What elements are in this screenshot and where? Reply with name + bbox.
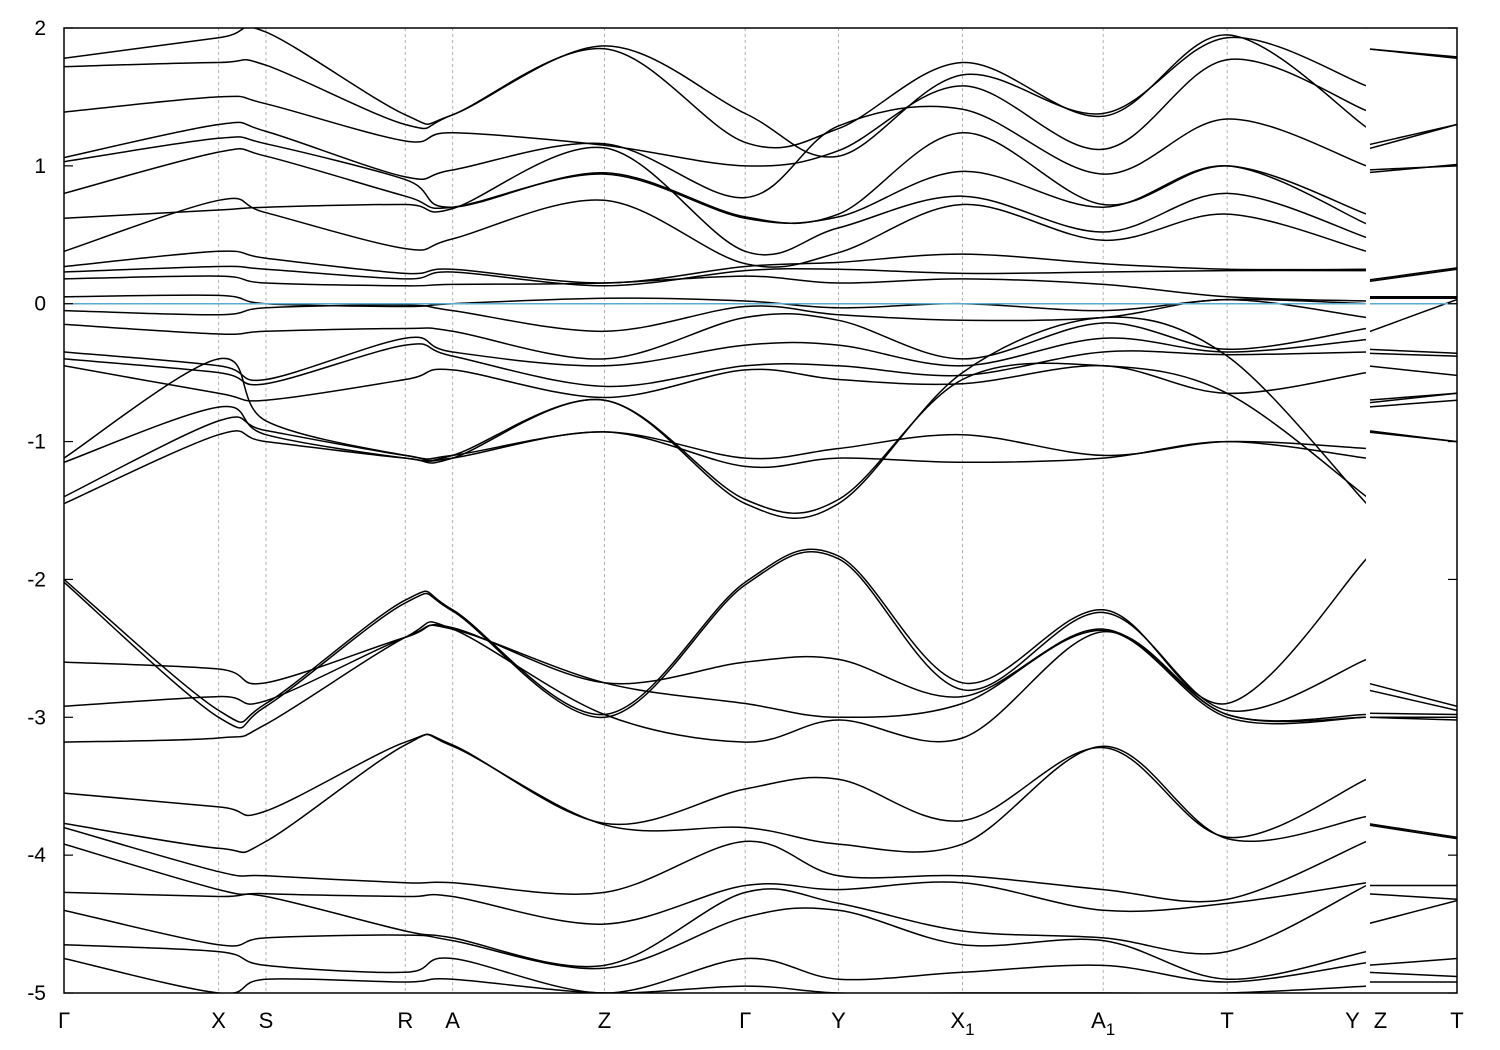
path-break-gap [1365, 29, 1370, 992]
band-line-15-segment2 [1366, 352, 1457, 357]
kpoint-label: A1 [1091, 1008, 1115, 1039]
band-line-28 [64, 733, 1367, 854]
band-line-8 [64, 197, 1367, 268]
band-line-23 [64, 550, 1367, 729]
band-line-13 [64, 298, 1367, 333]
band-line-10-segment2 [1366, 268, 1457, 283]
band-line-28-segment2 [1366, 824, 1457, 840]
kpoint-label: S [259, 1008, 274, 1033]
band-line-22-segment2 [1366, 682, 1457, 708]
kpoint-label: X1 [950, 1008, 974, 1039]
band-line-31 [64, 884, 1367, 968]
band-line-24-segment2 [1366, 712, 1457, 716]
band-line-18 [64, 357, 1367, 460]
x-axis-kpoint-labels: Γ X S R A Z Γ Y X1 A1 T Y Z T [58, 1008, 1464, 1039]
band-line-9-segment2 [1366, 267, 1457, 282]
y-tick-label: 1 [34, 155, 46, 178]
band-line-11 [64, 275, 1367, 302]
band-line-4 [64, 105, 1367, 199]
band-line-21-segment2 [1366, 392, 1457, 404]
band-line-21 [64, 316, 1368, 520]
band-line-4-segment2 [1366, 123, 1457, 146]
band-line-30-segment2 [1366, 892, 1457, 901]
axis-break [1365, 29, 1370, 992]
kpoint-label: Z [598, 1008, 611, 1033]
band-line-7 [64, 146, 1367, 256]
kpoint-label: Γ [739, 1008, 751, 1033]
band-line-23-segment2 [1366, 688, 1457, 712]
band-line-25 [64, 624, 1367, 725]
band-line-34 [64, 957, 1367, 993]
grid-lines [218, 28, 1367, 993]
band-line-6 [64, 148, 1367, 225]
band-lines [64, 28, 1457, 993]
y-axis-ticks: 2 1 0 -1 -2 -3 -4 -5 [27, 17, 1457, 1005]
band-line-33 [64, 944, 1367, 993]
plot-frame [63, 27, 1458, 994]
band-line-33-segment2 [1366, 971, 1457, 978]
kpoint-label: X [211, 1008, 226, 1033]
band-line-16 [64, 343, 1367, 388]
band-line-1 [64, 28, 1367, 158]
band-line-9 [64, 250, 1367, 284]
band-line-15 [64, 336, 1367, 382]
band-line-2-segment2 [1366, 47, 1457, 58]
band-line-17-segment2 [1366, 399, 1457, 408]
band-line-6-segment2 [1366, 163, 1457, 174]
kpoint-label: Γ [58, 1008, 70, 1033]
kpoint-label: Z [1374, 1008, 1387, 1033]
kpoint-label: R [397, 1008, 413, 1033]
y-tick-label: -2 [27, 568, 46, 591]
band-line-22 [64, 548, 1368, 723]
band-line-17 [64, 365, 1367, 402]
band-line-32-segment2 [1366, 957, 1457, 967]
band-line-3 [64, 58, 1367, 167]
band-line-14 [64, 312, 1367, 360]
band-line-27 [64, 733, 1367, 839]
y-tick-label: -3 [27, 706, 46, 729]
y-tick-label: -5 [27, 982, 46, 1005]
band-line-31-segment2 [1366, 899, 1457, 925]
band-line-13-segment2 [1366, 298, 1457, 334]
y-tick-label: 2 [34, 17, 46, 40]
band-line-26-segment2 [1366, 716, 1457, 721]
kpoint-label: T [1220, 1008, 1233, 1033]
y-tick-label: 0 [34, 293, 46, 316]
band-line-2 [64, 34, 1367, 149]
band-line-20 [64, 362, 1367, 514]
band-line-26 [64, 621, 1367, 743]
kpoint-label: T [1450, 1008, 1463, 1033]
band-line-29 [64, 826, 1367, 903]
y-tick-label: -4 [27, 844, 46, 867]
kpoint-label: Y [831, 1008, 846, 1033]
band-line-27-segment2 [1366, 822, 1457, 838]
band-line-19-segment2 [1366, 431, 1457, 443]
band-line-16-segment2 [1366, 365, 1457, 377]
band-line-32 [64, 907, 1367, 980]
kpoint-label: Y [1345, 1008, 1360, 1033]
kpoint-label: A [445, 1008, 460, 1033]
band-line-14-segment2 [1366, 348, 1457, 355]
y-tick-label: -1 [27, 431, 46, 454]
band-line-30 [64, 843, 1367, 925]
